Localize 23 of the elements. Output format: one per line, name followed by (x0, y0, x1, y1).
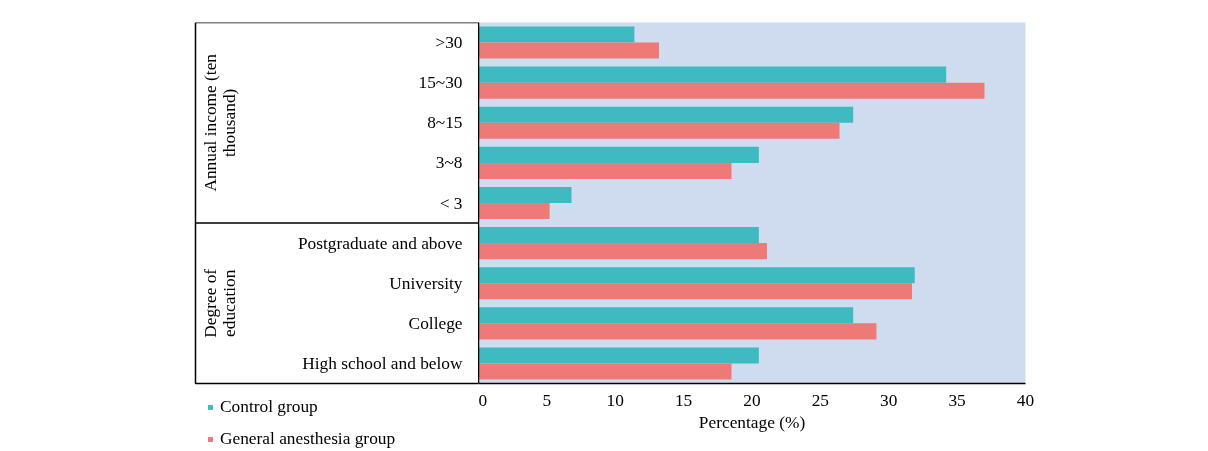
y-tick-label: < 3 (439, 193, 463, 213)
x-tick-label: 15 (674, 390, 693, 410)
x-tick-label: 5 (542, 390, 552, 410)
legend-label: Control group (220, 397, 318, 417)
x-tick-label: 10 (606, 390, 624, 410)
y-tick-label: 15~30 (418, 73, 463, 93)
x-tick-label: 35 (948, 390, 966, 410)
x-tick-label: 0 (478, 390, 488, 410)
y-tick-label: 8~15 (427, 113, 463, 133)
y-tick-label: College (408, 313, 463, 333)
y-tick-label: University (389, 273, 463, 293)
y-tick-label: >30 (435, 33, 463, 53)
x-tick-label: 25 (811, 390, 830, 410)
legend-label: General anesthesia group (220, 429, 396, 449)
y-tick-label: 3~8 (435, 153, 463, 173)
x-axis-title: Percentage (%) (698, 412, 806, 432)
x-tick-label: 30 (880, 390, 898, 410)
text: Annual income (ten thousand) (201, 53, 239, 192)
x-tick-label: 20 (743, 390, 761, 410)
y-tick-label: Postgraduate and above (297, 233, 463, 253)
text: Degree of education (201, 268, 239, 338)
x-tick-label: 40 (1016, 390, 1035, 410)
y-tick-label: High school and below (302, 353, 463, 373)
